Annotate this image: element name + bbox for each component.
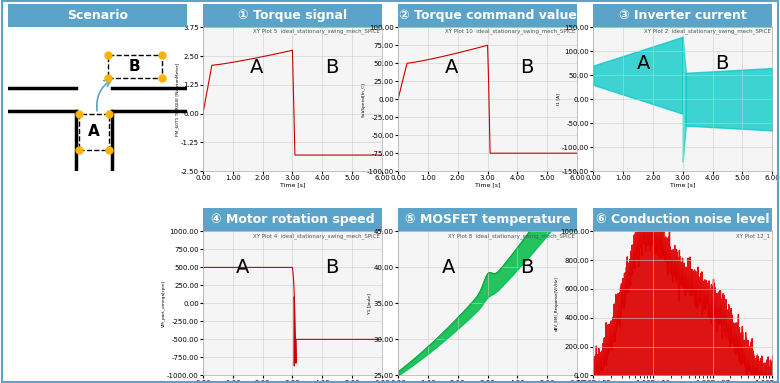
- X-axis label: Time [s]: Time [s]: [280, 183, 305, 188]
- Text: Scenario: Scenario: [67, 9, 128, 22]
- Y-axis label: Y1 [Joule]: Y1 [Joule]: [368, 293, 372, 314]
- Text: A: A: [636, 54, 650, 73]
- Bar: [108, 55, 161, 78]
- Y-axis label: VM_part_omega[rpm]: VM_part_omega[rpm]: [161, 280, 165, 327]
- Text: ③ Inverter current: ③ Inverter current: [619, 9, 746, 22]
- Text: B: B: [129, 59, 140, 74]
- Text: A: A: [445, 58, 459, 77]
- Text: XY Plot 10  ideal_stationary_swing_mech_SPICE: XY Plot 10 ideal_stationary_swing_mech_S…: [445, 29, 576, 34]
- Bar: [79, 114, 109, 150]
- Text: XY Plot 4  ideal_stationary_swing_mech_SPICE: XY Plot 4 ideal_stationary_swing_mech_SP…: [254, 233, 380, 239]
- Text: ④ Motor rotation speed: ④ Motor rotation speed: [211, 213, 374, 226]
- Y-axis label: FM_60T1 TORQUE [NewtonMeter]: FM_60T1 TORQUE [NewtonMeter]: [176, 62, 179, 136]
- Y-axis label: I1 [A]: I1 [A]: [556, 93, 560, 105]
- Y-axis label: dBV_EMI_Response[V/√Hz]: dBV_EMI_Response[V/√Hz]: [554, 276, 558, 331]
- FancyArrowPatch shape: [97, 80, 112, 111]
- Text: A: A: [88, 124, 100, 139]
- Text: XY Plot 2  ideal_stationary_swing_mech_SPICE: XY Plot 2 ideal_stationary_swing_mech_SP…: [644, 29, 771, 34]
- X-axis label: Time [s]: Time [s]: [670, 183, 696, 188]
- Text: ⑤ MOSFET temperature: ⑤ MOSFET temperature: [405, 213, 570, 226]
- Y-axis label: SubSpeed[In_C]: SubSpeed[In_C]: [361, 82, 365, 116]
- Text: B: B: [520, 58, 534, 77]
- Text: ① Torque signal: ① Torque signal: [238, 9, 347, 22]
- Text: B: B: [715, 54, 729, 73]
- Text: A: A: [236, 258, 249, 277]
- Text: XY Plot 8  ideal_stationary_swing_mech_SPICE: XY Plot 8 ideal_stationary_swing_mech_SP…: [448, 233, 576, 239]
- Text: ⑥ Conduction noise level: ⑥ Conduction noise level: [596, 213, 769, 226]
- X-axis label: Time [s]: Time [s]: [475, 183, 500, 188]
- Text: B: B: [325, 258, 339, 277]
- Text: B: B: [520, 258, 534, 277]
- Text: XY Plot 12_1: XY Plot 12_1: [736, 233, 771, 239]
- Text: ② Torque command value: ② Torque command value: [399, 9, 576, 22]
- Text: A: A: [441, 258, 455, 277]
- Text: XY Plot 5  ideal_stationary_swing_mech_SPICE: XY Plot 5 ideal_stationary_swing_mech_SP…: [254, 29, 380, 34]
- Text: A: A: [250, 58, 264, 77]
- Text: B: B: [325, 58, 339, 77]
